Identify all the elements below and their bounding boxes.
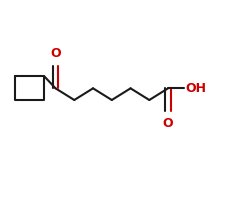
- Text: O: O: [163, 117, 173, 130]
- Text: O: O: [50, 47, 61, 60]
- Text: OH: OH: [186, 82, 207, 95]
